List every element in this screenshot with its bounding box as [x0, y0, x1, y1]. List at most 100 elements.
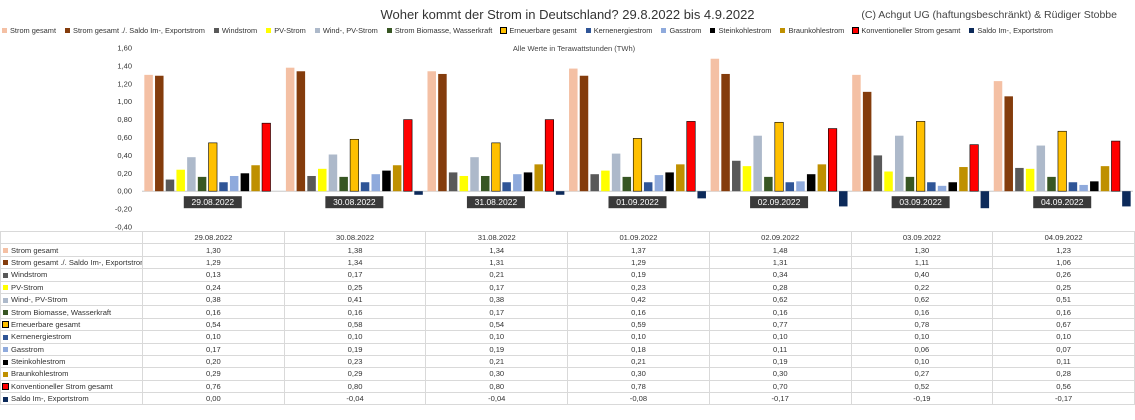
bar	[862, 91, 872, 192]
bar	[427, 71, 436, 192]
table-cell: 0,10	[567, 330, 710, 344]
table-swatch	[3, 310, 8, 316]
table-row: Kernenergiestrom 0,10 0,10 0,10 0,10 0,10 0,10…	[0, 330, 1135, 344]
bar	[980, 191, 990, 209]
table-cell: 0,10	[283, 330, 427, 344]
bar	[459, 175, 469, 192]
bar	[785, 182, 795, 192]
table-cell: 0,10	[850, 354, 994, 369]
legend-item: Kernenergiestrom	[585, 26, 652, 35]
table-row-label: Kernenergiestrom	[0, 330, 143, 344]
table-cell: 0,00	[142, 392, 285, 406]
bar	[339, 176, 348, 192]
bar	[753, 135, 762, 192]
table-cell: 0,38	[142, 292, 285, 307]
table-row: Braunkohlestrom 0,29 0,29 0,30 0,30 0,30 0,27 0…	[0, 367, 1135, 381]
table-cell: 1,48	[708, 243, 852, 257]
legend-item: Konventioneller Strom gesamt	[852, 26, 960, 35]
y-tick-label: 0,60	[117, 133, 132, 142]
bar	[1015, 167, 1024, 192]
table-swatch	[3, 347, 8, 353]
bar	[622, 176, 632, 192]
legend-item: Strom gesamt	[2, 26, 56, 35]
legend-item: Erneuerbare gesamt	[500, 26, 577, 35]
bar	[360, 182, 370, 192]
table-cell: 0,54	[142, 317, 285, 332]
table-cell: 0,19	[283, 342, 427, 356]
chart-subtitle: Alle Werte in Terawattstunden (TWh)	[513, 44, 636, 53]
table-row: PV-Strom 0,24 0,25 0,17 0,23 0,28 0,22 0,25	[0, 280, 1135, 294]
table-row-label: PV-Strom	[0, 280, 143, 294]
legend-item: Strom Biomasse, Wasserkraft	[386, 26, 492, 35]
table-row-label: Erneuerbare gesamt	[0, 317, 143, 332]
legend-item: PV-Strom	[266, 26, 306, 35]
table-cell: 0,80	[425, 379, 569, 394]
y-tick-label: 0,80	[117, 115, 132, 124]
bar	[328, 154, 338, 192]
table-swatch	[2, 383, 9, 391]
table-row: Steinkohlestrom 0,20 0,23 0,21 0,21 0,19 0,10 0…	[0, 354, 1135, 369]
chart-credit: (C) Achgut UG (haftungsbeschränkt) & Rüd…	[861, 9, 1117, 21]
legend-item: Braunkohlestrom	[780, 26, 844, 35]
bar	[806, 174, 816, 192]
bar	[905, 176, 915, 192]
category-label-box	[183, 196, 242, 209]
table-row-label: Wind-, PV-Strom	[0, 292, 143, 307]
bar	[1111, 140, 1121, 192]
legend-label: Gasstrom	[669, 26, 702, 35]
bar	[240, 173, 250, 192]
bar	[534, 164, 543, 192]
bar	[796, 181, 805, 192]
table-swatch	[3, 260, 8, 266]
bar	[894, 135, 904, 192]
table-cell: 0,13	[142, 268, 285, 282]
table-cell: 0,34	[708, 268, 852, 282]
bar	[296, 71, 306, 192]
legend-swatch	[386, 28, 392, 33]
legend-item: Strom gesamt ./. Saldo Im-, Exportstrom	[65, 26, 205, 35]
table-cell: 0,19	[708, 354, 852, 369]
table-row-label: Strom Biomasse, Wasserkraft	[0, 305, 143, 319]
table-row-label-text: Saldo Im-, Exportstrom	[11, 394, 89, 404]
category-label: 04.09.2022	[1041, 197, 1084, 207]
legend-label: Braunkohlestrom	[788, 26, 845, 35]
bar	[774, 121, 784, 192]
table-cell: 0,10	[992, 330, 1135, 344]
bar	[601, 170, 610, 192]
bar	[828, 128, 838, 192]
bar	[1090, 181, 1099, 192]
table-cell: 0,20	[142, 354, 285, 369]
bar	[721, 73, 730, 192]
bar	[229, 175, 239, 192]
table-row-label-text: Strom gesamt	[11, 245, 59, 255]
table-row-label-text: Strom gesamt ./. Saldo Im-, Exportstrom	[11, 257, 143, 267]
table-row-label-text: PV-Strom	[11, 282, 44, 292]
category-label: 03.09.2022	[899, 197, 942, 207]
table-row: Strom Biomasse, Wasserkraft 0,16 0,16 0,17 0…	[0, 305, 1135, 319]
table-row: Erneuerbare gesamt 0,54 0,58 0,54 0,59 0,77 0,…	[0, 317, 1135, 332]
bar	[349, 138, 359, 192]
table-cell: 0,58	[283, 317, 427, 332]
y-tick-label: 0,00	[117, 187, 132, 196]
table-row-label: Saldo Im-, Exportstrom	[0, 392, 143, 406]
bar	[1004, 96, 1013, 192]
y-tick-label: 1,60	[117, 44, 132, 53]
bar	[817, 164, 827, 192]
bar	[732, 160, 741, 192]
table-cell: 0,16	[992, 305, 1135, 319]
table-cell: -0,08	[567, 392, 710, 406]
legend-swatch	[710, 28, 716, 33]
table-cell: 0,29	[142, 367, 285, 381]
bar	[176, 169, 185, 192]
table-cell: 0,17	[425, 280, 569, 294]
legend-label: Saldo Im-, Exportstrom	[977, 26, 1053, 35]
legend-item: Gasstrom	[661, 26, 701, 35]
table-cell: 0,18	[567, 342, 710, 356]
legend-label: Erneuerbare gesamt	[509, 26, 577, 35]
bar	[1122, 191, 1131, 207]
chart-title: Woher kommt der Strom in Deutschland? 29…	[380, 7, 755, 22]
bar	[993, 81, 1003, 192]
table-row-label: Windstrom	[0, 268, 143, 282]
table-cell: 0,19	[425, 342, 569, 356]
table-row: Gasstrom 0,17 0,19 0,19 0,18 0,11 0,06 0,07	[0, 342, 1135, 356]
